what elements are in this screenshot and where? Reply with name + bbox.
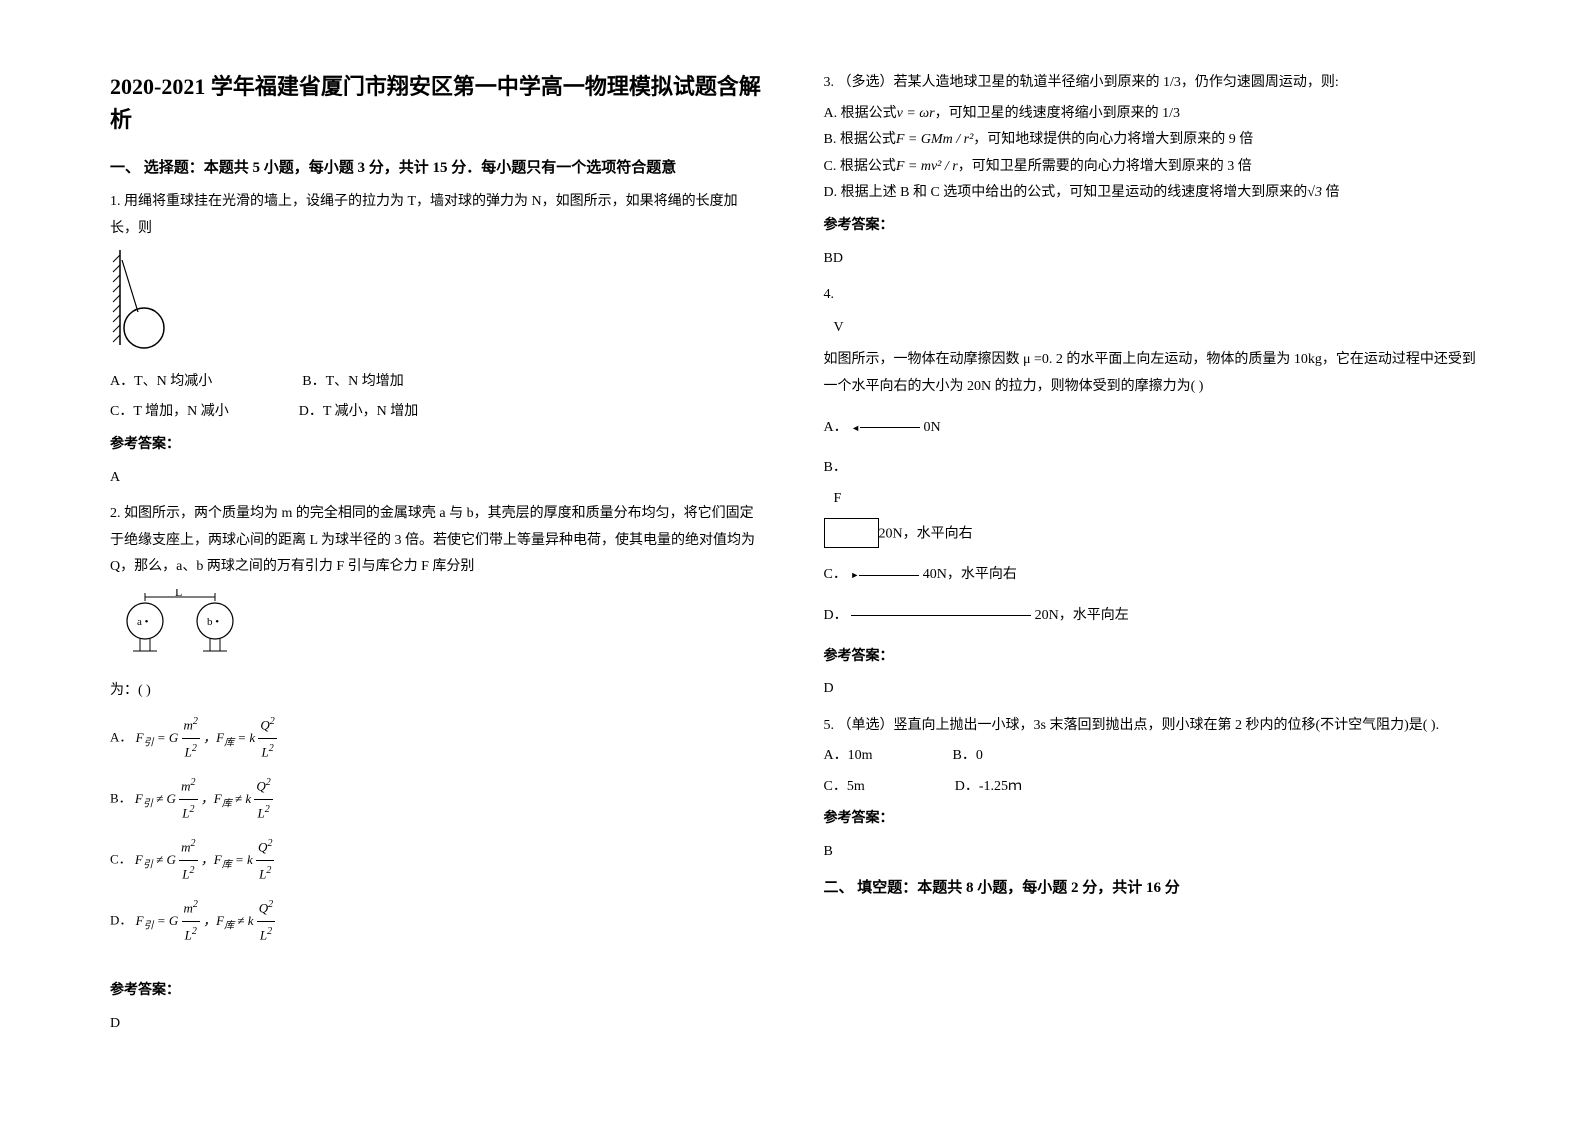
box-icon [824,518,879,548]
q4-text: 如图所示，一物体在动摩擦因数 μ =0. 2 的水平面上向左运动，物体的质量为 … [824,347,1478,400]
q4-f-label: F [834,486,1478,513]
q2-answer-label: 参考答案： [110,978,764,1005]
q4-num: 4. [824,282,1478,309]
arrow-line-long [851,615,1031,616]
q4-optD: D． 20N，水平向左 [824,603,1478,630]
q2-svg: L a • b • [110,589,260,659]
q1-answer-label: 参考答案： [110,432,764,459]
left-column: 2020-2021 学年福建省厦门市翔安区第一中学高一物理模拟试题含解析 一、 … [90,70,794,1092]
section1-header: 一、 选择题：本题共 5 小题，每小题 3 分，共计 15 分．每小题只有一个选… [110,156,764,177]
q3-text: 3. （多选）若某人造地球卫星的轨道半径缩小到原来的 1/3，仍作匀速圆周运动，… [824,70,1478,97]
section2-header: 二、 填空题：本题共 8 小题，每小题 2 分，共计 16 分 [824,876,1478,897]
q2-optA: A． F引 = G m2L2 ，F库 = k Q2L2 [110,712,764,765]
q2-formulaD: F引 = G m2L2 ，F库 ≠ k Q2L2 [136,913,276,928]
question-4: 4. V 如图所示，一物体在动摩擦因数 μ =0. 2 的水平面上向左运动，物体… [824,282,1478,703]
q3-optD: D. 根据上述 B 和 C 选项中给出的公式，可知卫星运动的线速度将增大到原来的… [824,180,1478,207]
q5-answer-label: 参考答案： [824,806,1478,833]
q3-optA: A. 根据公式v = ωr，可知卫星的线速度将缩小到原来的 1/3 [824,101,1478,128]
question-2: 2. 如图所示，两个质量均为 m 的完全相同的金属球壳 a 与 b，其壳层的厚度… [110,501,764,1037]
q1-text: 1. 用绳将重球挂在光滑的墙上，设绳子的拉力为 T，墙对球的弹力为 N，如图所示… [110,189,764,242]
question-5: 5. （单选）竖直向上抛出一小球，3s 末落回到抛出点，则小球在第 2 秒内的位… [824,713,1478,866]
q5-optB: B．0 [953,743,983,770]
svg-text:L: L [175,589,182,599]
q4-answer-label: 参考答案： [824,644,1478,671]
question-3: 3. （多选）若某人造地球卫星的轨道半径缩小到原来的 1/3，仍作匀速圆周运动，… [824,70,1478,272]
arrow-right-icon [850,567,859,582]
q2-optC: C． F引 ≠ G m2L2 ，F库 = k Q2L2 [110,834,764,887]
svg-text:a •: a • [137,616,149,628]
q2-formulaB: F引 ≠ G m2L2 ，F库 ≠ k Q2L2 [135,791,273,806]
q1-svg [110,250,190,350]
q5-optD: D．-1.25ｍ [955,774,1022,801]
q1-options-row2: C．T 增加，N 减小 D．T 减小，N 增加 [110,399,764,426]
q5-optC: C．5m [824,774,865,801]
arrow-line [860,427,920,428]
arrow-line [859,575,919,576]
q1-optC: C．T 增加，N 减小 [110,399,229,426]
arrow-left-icon [851,420,860,435]
q1-optB: B．T、N 均增加 [302,369,404,396]
q3-answer-label: 参考答案： [824,213,1478,240]
q2-answer: D [110,1011,764,1038]
q2-text2: 为：( ) [110,678,764,705]
q2-optD: D． F引 = G m2L2 ，F库 ≠ k Q2L2 [110,895,764,948]
q1-options-row1: A．T、N 均减小 B．T、N 均增加 [110,369,764,396]
svg-text:b •: b • [207,616,219,628]
q3-optC: C. 根据公式F = mv² / r，可知卫星所需要的向心力将增大到原来的 3 … [824,154,1478,181]
q4-optB-label: B． [824,455,1478,482]
question-1: 1. 用绳将重球挂在光滑的墙上，设绳子的拉力为 T，墙对球的弹力为 N，如图所示… [110,189,764,491]
q3-optB: B. 根据公式F = GMm / r²，可知地球提供的向心力将增大到原来的 9 … [824,127,1478,154]
q5-row1: A．10m B．0 [824,743,1478,770]
q4-answer: D [824,676,1478,703]
q3-answer: BD [824,246,1478,273]
q2-text: 2. 如图所示，两个质量均为 m 的完全相同的金属球壳 a 与 b，其壳层的厚度… [110,501,764,581]
q5-answer: B [824,839,1478,866]
q4-optB: 20N，水平向右 [824,518,1478,548]
q5-optA: A．10m [824,743,873,770]
q1-diagram [110,250,764,361]
q5-text: 5. （单选）竖直向上抛出一小球，3s 末落回到抛出点，则小球在第 2 秒内的位… [824,713,1478,740]
right-column: 3. （多选）若某人造地球卫星的轨道半径缩小到原来的 1/3，仍作匀速圆周运动，… [794,70,1498,1092]
doc-title: 2020-2021 学年福建省厦门市翔安区第一中学高一物理模拟试题含解析 [110,70,764,136]
q4-v-label: V [834,315,1478,342]
q5-row2: C．5m D．-1.25ｍ [824,774,1478,801]
q1-optA: A．T、N 均减小 [110,369,212,396]
q1-optD: D．T 减小，N 增加 [299,399,419,426]
q4-optA: A． 0N [824,415,1478,442]
q2-optB: B． F引 ≠ G m2L2 ，F库 ≠ k Q2L2 [110,773,764,826]
q2-formulaC: F引 ≠ G m2L2 ，F库 = k Q2L2 [135,852,275,867]
q2-formulaA: F引 = G m2L2 ，F库 = k Q2L2 [136,730,277,745]
q1-answer: A [110,465,764,492]
q4-optC: C． 40N，水平向右 [824,562,1478,589]
q2-diagram: L a • b • [110,589,764,670]
